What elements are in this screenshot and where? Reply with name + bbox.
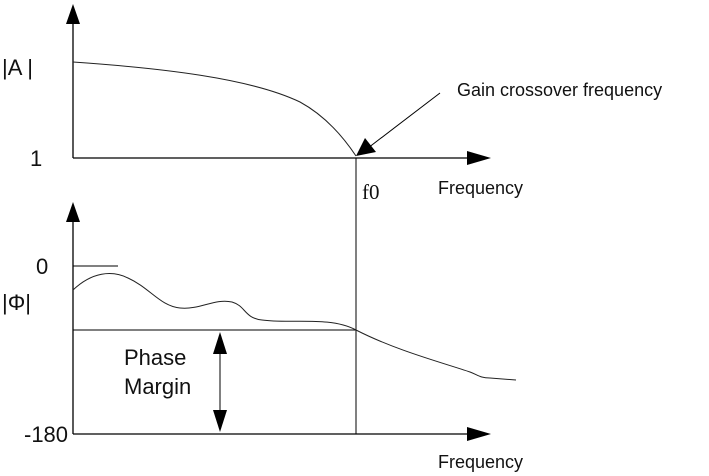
magnitude-x-label: Frequency (438, 178, 523, 198)
magnitude-y-label: |A | (2, 55, 33, 80)
phase-x-label: Frequency (438, 452, 523, 472)
phase-y-axis-arrowhead (66, 202, 80, 222)
magnitude-tick-one: 1 (30, 146, 42, 171)
crossover-frequency-label: f0 (362, 180, 380, 204)
crossover-pointer-arrowhead (356, 138, 376, 156)
phase-margin-label-line2: Margin (124, 374, 191, 399)
phase-x-axis-arrowhead (467, 427, 491, 441)
magnitude-plot: |A | 1 Frequency (2, 4, 523, 198)
phase-y-label: |Φ| (2, 290, 31, 315)
phase-margin-arrowhead-bottom (213, 410, 227, 432)
phase-margin-arrowhead-top (213, 332, 227, 354)
magnitude-x-axis-arrowhead (467, 151, 491, 165)
gain-curve (73, 62, 356, 156)
phase-tick-zero: 0 (36, 254, 48, 279)
crossover-pointer-line (368, 93, 440, 148)
phase-margin-label-line1: Phase (124, 345, 186, 370)
magnitude-y-axis-arrowhead (66, 4, 80, 24)
phase-plot: 0 |Φ| Phase Margin -180 Frequency (2, 202, 523, 472)
crossover-label: Gain crossover frequency (457, 80, 662, 100)
phase-tick-minus-180: -180 (24, 422, 68, 447)
